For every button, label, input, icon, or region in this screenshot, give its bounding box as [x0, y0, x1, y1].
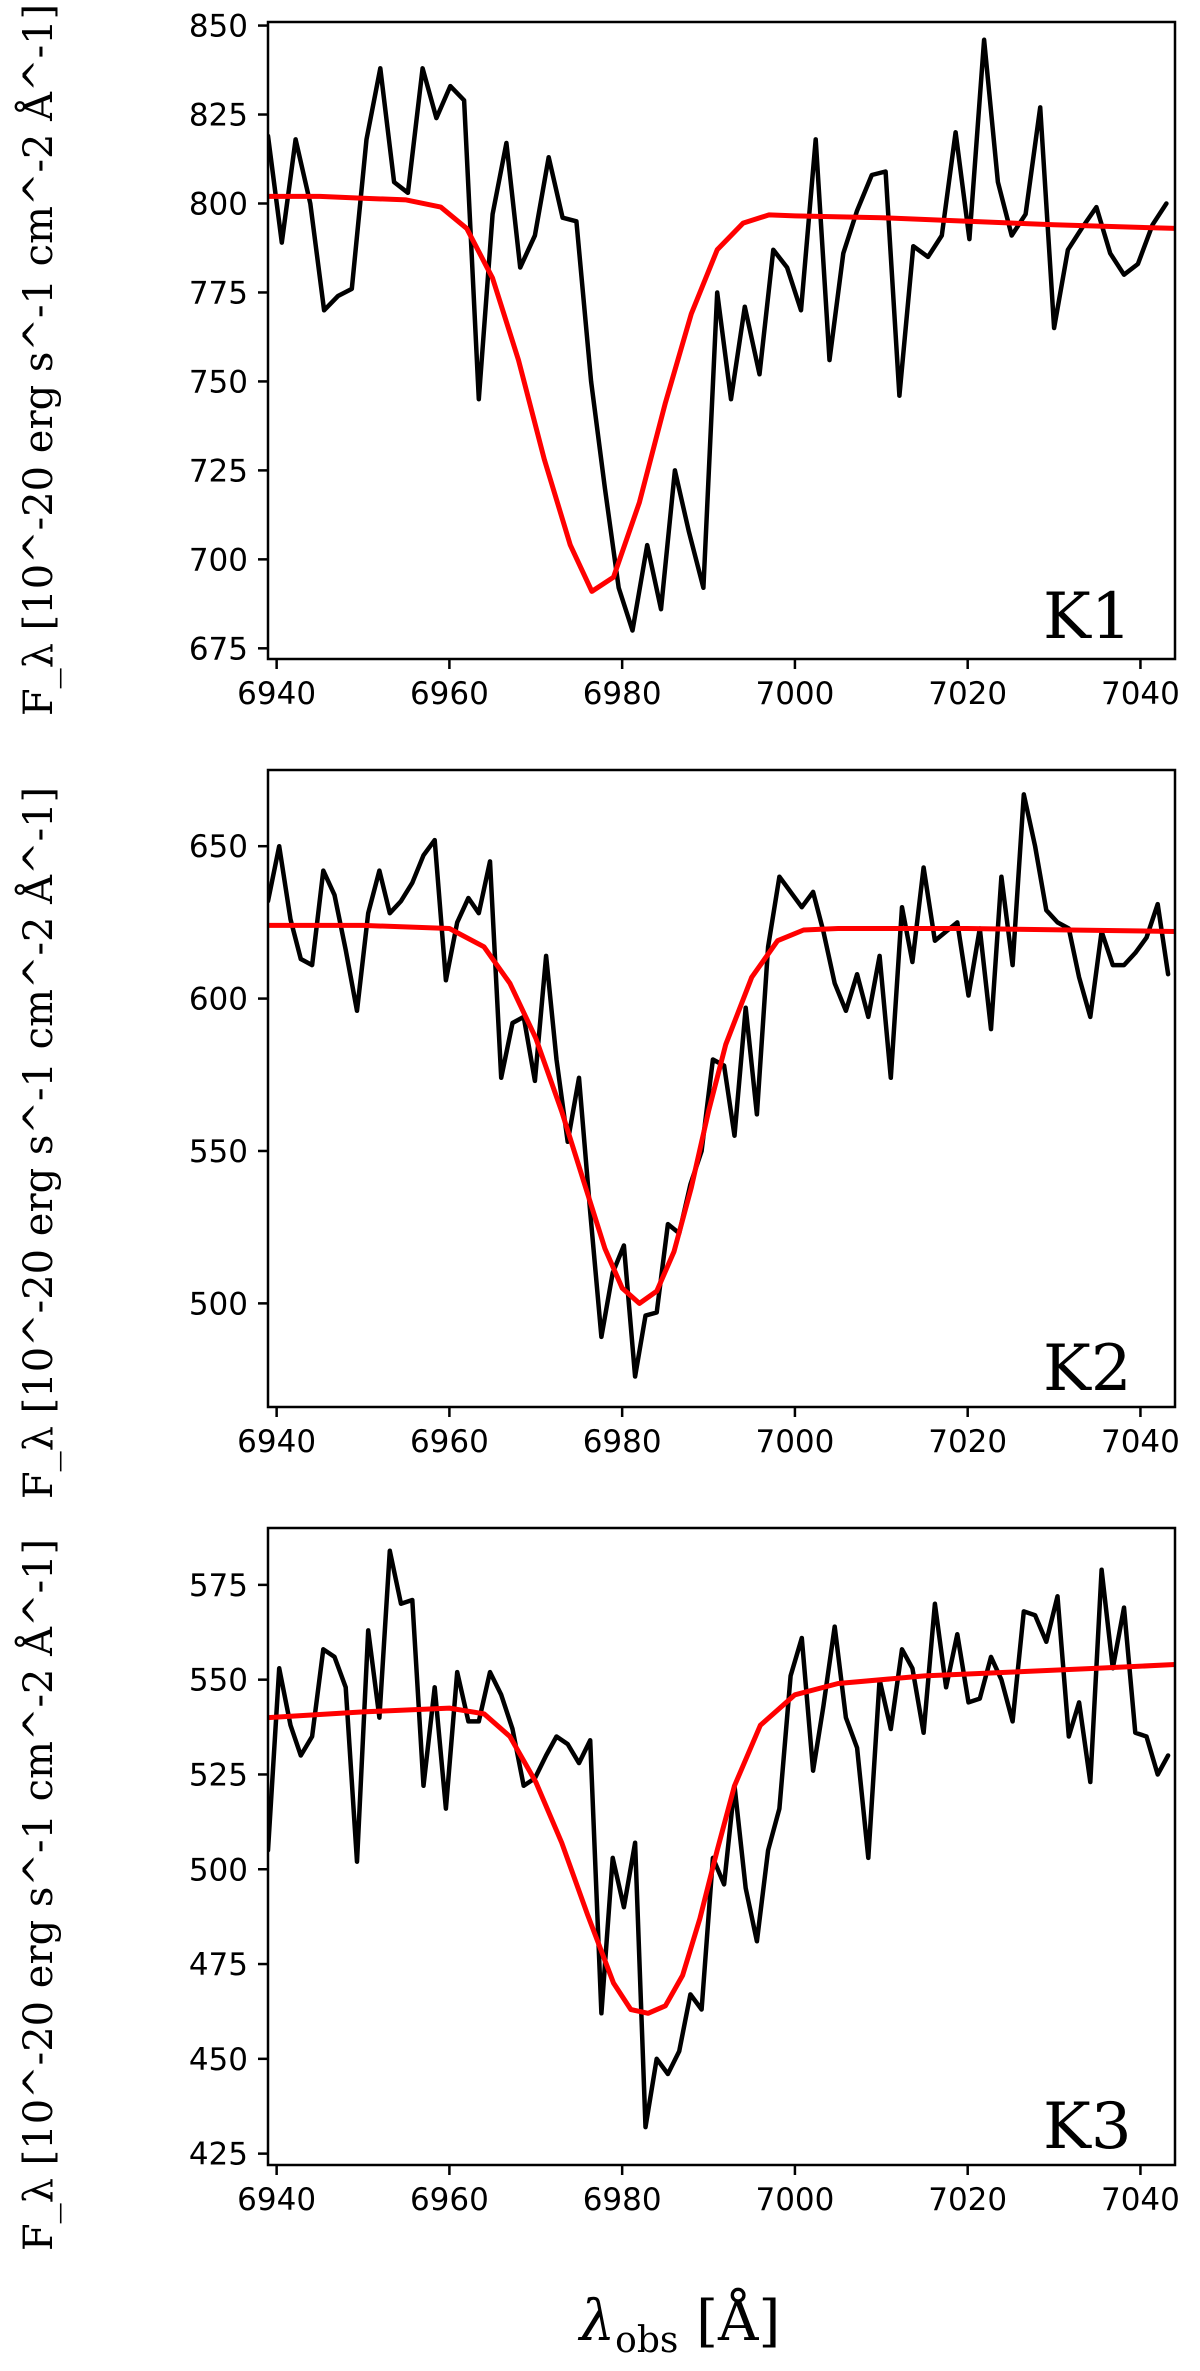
- y-axis-label-text: F_λ [10^-20 erg s^-1 cm^-2 Å^-1]: [15, 1539, 62, 2251]
- x-axis-label-sub: obs: [615, 2320, 678, 2361]
- y-tick-label: 500: [189, 1286, 248, 1322]
- y-tick-label: 850: [189, 9, 248, 45]
- y-tick-label: 825: [189, 98, 248, 134]
- x-tick-label: 7020: [928, 1424, 1007, 1460]
- panel-k2: F_λ [10^-20 erg s^-1 cm^-2 Å^-1] K2 6940…: [15, 768, 1180, 1499]
- y-tick-label: 775: [189, 275, 248, 311]
- y-tick-label: 550: [189, 1134, 248, 1170]
- x-tick-label: 6960: [410, 2182, 489, 2218]
- x-tick-label: 6940: [237, 1424, 316, 1460]
- x-tick-label: 6980: [583, 676, 662, 712]
- y-tick-label: 700: [189, 542, 248, 578]
- y-axis-label: F_λ [10^-20 erg s^-1 cm^-2 Å^-1]: [15, 1539, 62, 2251]
- x-tick-label: 7000: [755, 1424, 834, 1460]
- x-tick-label: 7000: [755, 2182, 834, 2218]
- y-axis-label: F_λ [10^-20 erg s^-1 cm^-2 Å^-1]: [15, 787, 62, 1499]
- x-tick-label: 6960: [410, 1424, 489, 1460]
- x-tick-label: 7000: [755, 676, 834, 712]
- observed-spectrum-line: [268, 1548, 1171, 2130]
- x-tick-label: 7020: [928, 2182, 1007, 2218]
- y-tick-label: 475: [189, 1947, 248, 1983]
- x-axis-label-unit: [Å]: [678, 2287, 780, 2354]
- x-tick-label: 6960: [410, 676, 489, 712]
- x-tick-label: 7040: [1101, 1424, 1180, 1460]
- y-tick-label: 600: [189, 982, 248, 1018]
- axes-frame: [266, 768, 1177, 1409]
- panel-label: K3: [1043, 2090, 1132, 2164]
- y-tick-label: 525: [189, 1757, 248, 1793]
- x-tick-label: 6940: [237, 2182, 316, 2218]
- panel-k1: F_λ [10^-20 erg s^-1 cm^-2 Å^-1] K1 6940…: [15, 4, 1180, 716]
- y-axis-label-text: F_λ [10^-20 erg s^-1 cm^-2 Å^-1]: [15, 787, 62, 1499]
- panel-k3: F_λ [10^-20 erg s^-1 cm^-2 Å^-1] K3 6940…: [15, 1526, 1180, 2251]
- x-tick-label: 7040: [1101, 676, 1180, 712]
- y-tick-label: 575: [189, 1568, 248, 1604]
- panel-label: K1: [1043, 580, 1132, 654]
- gaussian-fit-line: [268, 1662, 1175, 2016]
- observed-spectrum-line: [268, 37, 1169, 633]
- y-tick-label: 800: [189, 186, 248, 222]
- y-tick-label: 650: [189, 829, 248, 865]
- y-axis-label-text: F_λ [10^-20 erg s^-1 cm^-2 Å^-1]: [15, 4, 62, 716]
- gaussian-fit-line: [268, 922, 1175, 1306]
- y-tick-label: 725: [189, 453, 248, 489]
- y-tick-label: 675: [189, 631, 248, 667]
- x-tick-label: 6980: [583, 2182, 662, 2218]
- y-tick-label: 500: [189, 1852, 248, 1888]
- y-tick-label: 450: [189, 2042, 248, 2078]
- gaussian-fit-line: [268, 193, 1175, 594]
- x-tick-label: 7040: [1101, 2182, 1180, 2218]
- y-tick-label: 750: [189, 364, 248, 400]
- y-axis-label: F_λ [10^-20 erg s^-1 cm^-2 Å^-1]: [15, 4, 62, 716]
- x-tick-label: 6980: [583, 1424, 662, 1460]
- y-tick-label: 550: [189, 1663, 248, 1699]
- x-tick-label: 7020: [928, 676, 1007, 712]
- axes-frame: [266, 20, 1177, 661]
- x-axis-label-symbol: λ: [578, 2289, 616, 2354]
- observed-spectrum-line: [268, 792, 1171, 1379]
- panel-label: K2: [1043, 1332, 1132, 1406]
- y-tick-label: 425: [189, 2137, 248, 2173]
- axes-frame: [266, 1526, 1177, 2167]
- x-tick-label: 6940: [237, 676, 316, 712]
- x-axis-label: λobs [Å]: [578, 2287, 781, 2361]
